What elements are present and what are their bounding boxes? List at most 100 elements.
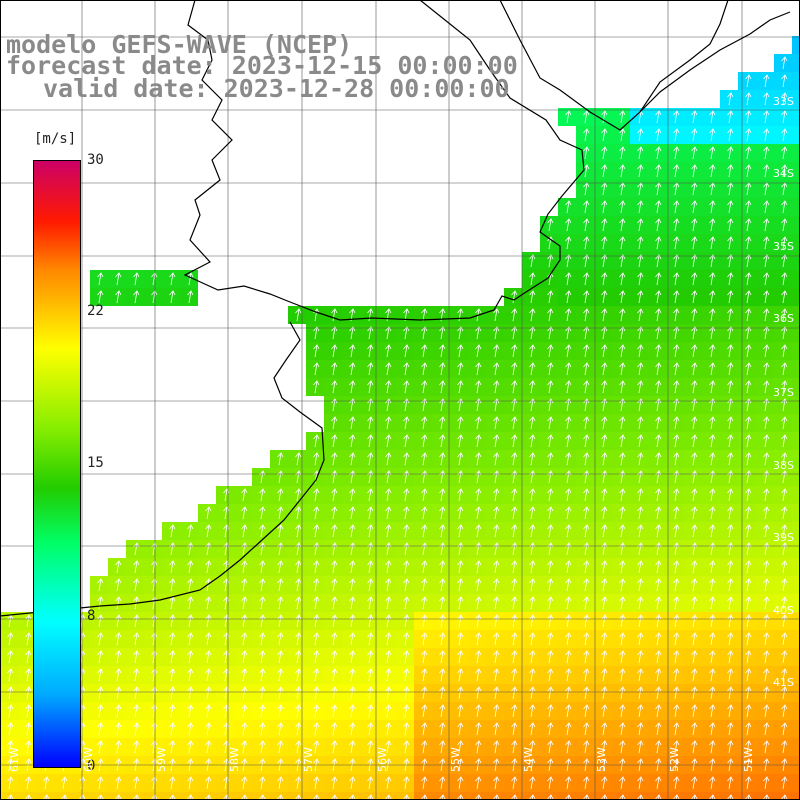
field-cell xyxy=(756,144,774,162)
field-cell xyxy=(540,558,558,576)
field-cell xyxy=(252,594,270,612)
field-cell xyxy=(648,648,666,666)
field-cell xyxy=(486,702,504,720)
field-cell xyxy=(414,738,432,756)
field-cell xyxy=(684,702,702,720)
field-cell xyxy=(738,252,756,270)
field-cell xyxy=(612,684,630,702)
field-cell xyxy=(90,576,108,594)
field-cell xyxy=(720,648,738,666)
field-cell xyxy=(414,378,432,396)
field-cell xyxy=(486,432,504,450)
field-cell xyxy=(288,774,306,792)
field-cell xyxy=(738,702,756,720)
field-cell xyxy=(684,270,702,288)
field-cell xyxy=(378,468,396,486)
field-cell xyxy=(180,792,198,800)
field-cell xyxy=(432,450,450,468)
field-cell xyxy=(720,324,738,342)
field-cell xyxy=(576,216,594,234)
field-cell xyxy=(288,540,306,558)
field-cell xyxy=(612,288,630,306)
field-cell xyxy=(540,702,558,720)
field-cell xyxy=(648,468,666,486)
field-cell xyxy=(612,540,630,558)
field-cell xyxy=(612,234,630,252)
field-cell xyxy=(576,432,594,450)
field-cell xyxy=(72,792,90,800)
field-cell xyxy=(252,702,270,720)
field-cell xyxy=(612,702,630,720)
lat-label-35s: 35S xyxy=(773,240,794,253)
field-cell xyxy=(126,774,144,792)
field-cell xyxy=(396,306,414,324)
field-cell xyxy=(522,360,540,378)
field-cell xyxy=(468,702,486,720)
field-cell xyxy=(486,360,504,378)
field-cell xyxy=(234,666,252,684)
field-cell xyxy=(252,468,270,486)
field-cell xyxy=(108,288,126,306)
field-cell xyxy=(630,558,648,576)
field-cell xyxy=(216,486,234,504)
field-cell xyxy=(306,576,324,594)
field-cell xyxy=(306,612,324,630)
field-cell xyxy=(756,342,774,360)
field-cell xyxy=(702,666,720,684)
field-cell xyxy=(684,738,702,756)
field-cell xyxy=(18,792,36,800)
field-cell xyxy=(738,504,756,522)
field-cell xyxy=(144,612,162,630)
field-cell xyxy=(558,378,576,396)
field-cell xyxy=(720,594,738,612)
field-cell xyxy=(126,738,144,756)
field-cell xyxy=(468,684,486,702)
field-cell xyxy=(342,342,360,360)
field-cell xyxy=(558,540,576,558)
field-cell xyxy=(270,612,288,630)
field-cell xyxy=(558,342,576,360)
field-cell xyxy=(378,792,396,800)
field-cell xyxy=(324,738,342,756)
field-cell xyxy=(684,432,702,450)
field-cell xyxy=(522,486,540,504)
field-cell xyxy=(414,630,432,648)
field-cell xyxy=(522,522,540,540)
field-cell xyxy=(522,252,540,270)
field-cell xyxy=(360,540,378,558)
field-cell xyxy=(450,378,468,396)
field-cell xyxy=(648,738,666,756)
field-cell xyxy=(630,270,648,288)
field-cell xyxy=(612,612,630,630)
field-cell xyxy=(630,252,648,270)
field-cell xyxy=(792,342,800,360)
field-cell xyxy=(684,648,702,666)
field-cell xyxy=(720,306,738,324)
field-cell xyxy=(234,486,252,504)
field-cell xyxy=(0,666,18,684)
field-cell xyxy=(198,684,216,702)
field-cell xyxy=(450,306,468,324)
field-cell xyxy=(324,576,342,594)
field-cell xyxy=(720,486,738,504)
field-cell xyxy=(126,702,144,720)
field-cell xyxy=(198,792,216,800)
field-cell xyxy=(432,594,450,612)
field-cell xyxy=(378,360,396,378)
field-cell xyxy=(648,414,666,432)
field-cell xyxy=(504,342,522,360)
field-cell xyxy=(396,774,414,792)
field-cell xyxy=(360,576,378,594)
field-cell xyxy=(504,558,522,576)
field-cell xyxy=(504,504,522,522)
field-cell xyxy=(414,666,432,684)
field-cell xyxy=(162,522,180,540)
field-cell xyxy=(774,774,792,792)
field-cell xyxy=(648,630,666,648)
field-cell xyxy=(396,594,414,612)
field-cell xyxy=(234,702,252,720)
field-cell xyxy=(666,468,684,486)
field-cell xyxy=(414,612,432,630)
field-cell xyxy=(324,792,342,800)
field-cell xyxy=(432,666,450,684)
